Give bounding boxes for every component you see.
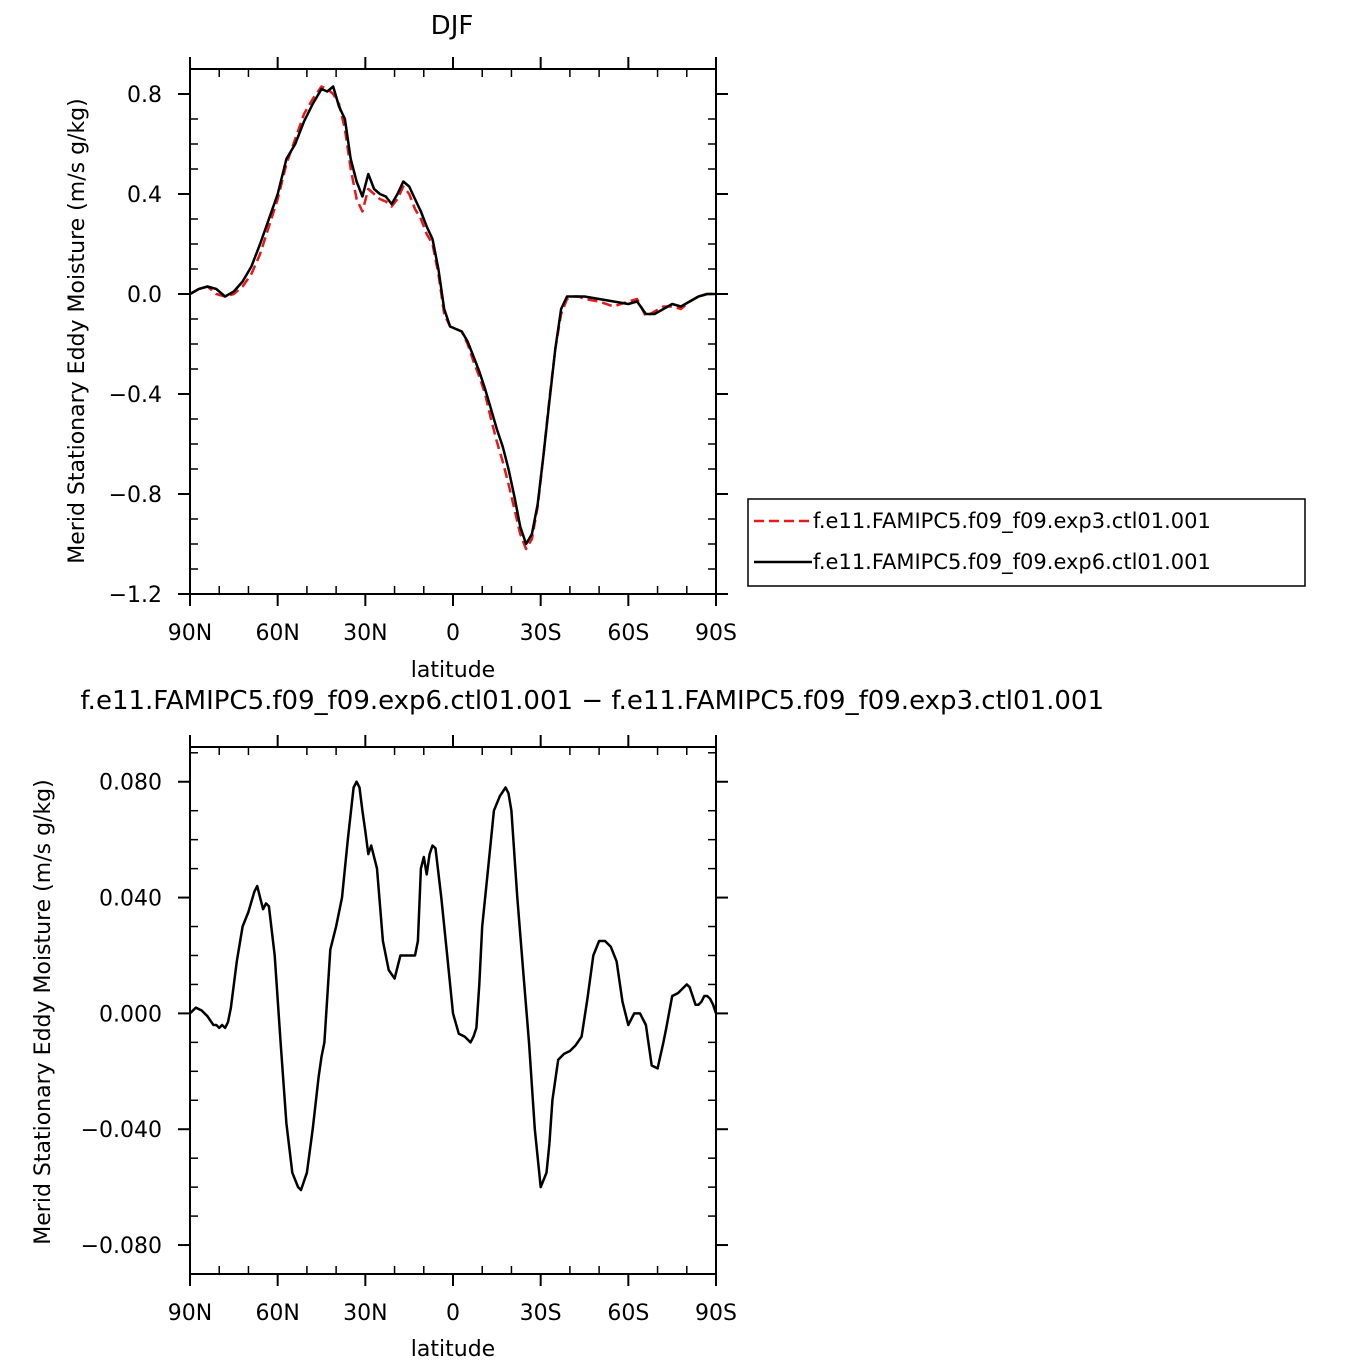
- bottom-xtick-label: 0: [446, 1301, 460, 1326]
- top-plot-title: DJF: [431, 11, 474, 41]
- top-xtick-label: 30S: [520, 621, 562, 646]
- bottom-ytick-label: 0.040: [99, 887, 162, 912]
- top-xtick-label: 0: [446, 621, 460, 646]
- top-series-line-1: [189, 85, 716, 546]
- bottom-panel: f.e11.FAMIPC5.f09_f09.exp6.ctl01.001 − f…: [31, 686, 1104, 1362]
- top-series: [189, 85, 716, 551]
- top-yaxis-title: Merid Stationary Eddy Moisture (m/s g/kg…: [65, 98, 90, 563]
- bottom-ytick-labels: −0.080 −0.040 0.000 0.040 0.080: [81, 771, 162, 1259]
- bottom-ytick-label: 0.080: [99, 771, 162, 796]
- bottom-yaxis-title: Merid Stationary Eddy Moisture (m/s g/kg…: [31, 779, 56, 1244]
- bottom-series-line-0: [189, 780, 718, 1192]
- top-panel: DJF −1.2 −0.8 −0.4 0.0 0.4 0.8 90N 60N 30N 0 30S 6…: [65, 11, 1306, 683]
- bottom-xtick-label: 30N: [343, 1301, 387, 1326]
- top-ytick-label: 0.4: [127, 183, 162, 208]
- top-xtick-label: 30N: [343, 621, 387, 646]
- top-ytick-labels: −1.2 −0.8 −0.4 0.0 0.4 0.8: [109, 83, 162, 608]
- top-xtick-label: 60N: [255, 621, 299, 646]
- legend-box: [747, 498, 1306, 587]
- top-ytick-label: 0.8: [127, 83, 162, 108]
- top-xtick-label: 90N: [168, 621, 212, 646]
- legend: f.e11.FAMIPC5.f09_f09.exp3.ctl01.001 f.e…: [747, 498, 1306, 587]
- top-xtick-label: 60S: [607, 621, 649, 646]
- legend-label-exp3: f.e11.FAMIPC5.f09_f09.exp3.ctl01.001: [813, 509, 1211, 534]
- top-xaxis-title: latitude: [411, 658, 495, 683]
- bottom-xtick-labels: 90N 60N 30N 0 30S 60S 90S: [168, 1301, 737, 1326]
- bottom-xaxis-title: latitude: [411, 1337, 495, 1362]
- bottom-xtick-label: 30S: [520, 1301, 562, 1326]
- top-series-line-0: [189, 85, 716, 551]
- bottom-series: [189, 780, 718, 1192]
- top-plot-frame: [189, 68, 717, 595]
- bottom-xtick-label: 90N: [168, 1301, 212, 1326]
- bottom-ytick-label: −0.080: [81, 1234, 162, 1259]
- bottom-xtick-label: 60S: [607, 1301, 649, 1326]
- top-xtick-label: 90S: [695, 621, 737, 646]
- top-ticks: [178, 57, 728, 606]
- top-ytick-label: −0.4: [109, 383, 162, 408]
- bottom-ytick-label: 0.000: [99, 1002, 162, 1027]
- top-ytick-label: −0.8: [109, 483, 162, 508]
- top-ytick-label: −1.2: [109, 583, 162, 608]
- bottom-plot-title: f.e11.FAMIPC5.f09_f09.exp6.ctl01.001 − f…: [80, 686, 1104, 716]
- legend-label-exp6: f.e11.FAMIPC5.f09_f09.exp6.ctl01.001: [813, 550, 1211, 575]
- bottom-xtick-label: 90S: [695, 1301, 737, 1326]
- top-ytick-label: 0.0: [127, 283, 162, 308]
- bottom-ticks: [178, 735, 728, 1286]
- bottom-ytick-label: −0.040: [81, 1118, 162, 1143]
- bottom-xtick-label: 60N: [255, 1301, 299, 1326]
- top-xtick-labels: 90N 60N 30N 0 30S 60S 90S: [168, 621, 737, 646]
